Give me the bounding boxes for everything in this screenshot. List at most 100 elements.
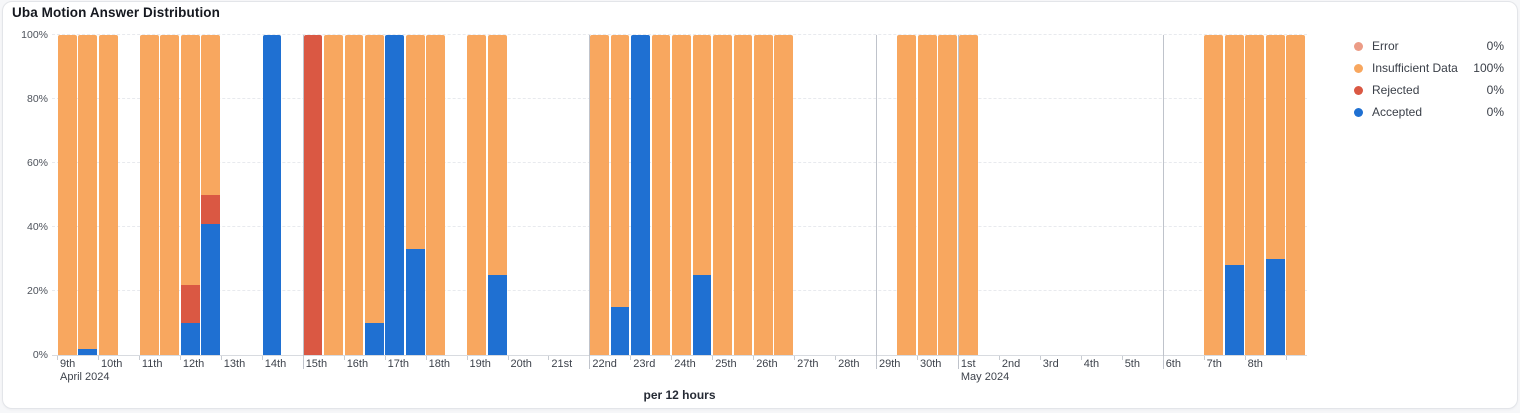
x-axis-tick — [425, 356, 427, 360]
bar-may-7-am[interactable] — [1204, 35, 1224, 355]
x-axis-tick — [1285, 356, 1287, 360]
bar-segment-insufficient — [160, 35, 180, 355]
bar-apr-17-pm[interactable] — [405, 35, 425, 355]
bar-apr-14-am[interactable] — [262, 35, 282, 355]
bar-apr-10-am[interactable] — [98, 35, 118, 355]
bar-apr-15-pm[interactable] — [324, 35, 343, 355]
bar-apr-12-am[interactable] — [180, 35, 200, 355]
x-axis-tick — [835, 356, 837, 360]
month-label: April 2024 — [60, 371, 110, 383]
bar-segment-insufficient — [180, 35, 200, 285]
x-axis-tick-label: 22nd — [592, 358, 617, 370]
bar-apr-30-pm[interactable] — [938, 35, 958, 355]
legend-color-dot-insufficient-data — [1354, 63, 1363, 73]
x-axis-tick-label: 13th — [223, 358, 246, 370]
bar-segment-accepted — [692, 275, 712, 355]
bar-apr-24-am[interactable] — [672, 35, 691, 355]
x-axis-tick-label: 14th — [264, 358, 287, 370]
bar-apr-11-am[interactable] — [139, 35, 159, 355]
bar-apr-9-am[interactable] — [57, 35, 77, 355]
x-axis-tick — [671, 356, 673, 360]
x-axis-tick — [179, 356, 181, 360]
legend-item-error[interactable]: Error 0% — [1354, 35, 1504, 57]
bar-apr-11-pm[interactable] — [160, 35, 180, 355]
x-axis-tick — [794, 356, 796, 360]
bar-segment-insufficient — [713, 35, 732, 355]
bar-apr-23-pm[interactable] — [651, 35, 671, 355]
y-axis-tick-label: 80% — [26, 93, 48, 105]
bar-apr-22-pm[interactable] — [610, 35, 630, 355]
x-axis-tick — [957, 356, 959, 360]
bar-segment-accepted — [364, 323, 384, 355]
bar-apr-22-am[interactable] — [590, 35, 609, 355]
bar-apr-24-pm[interactable] — [692, 35, 712, 355]
bar-segment-insufficient — [98, 35, 118, 355]
bar-segment-insufficient — [1204, 35, 1224, 355]
x-axis-tick — [507, 356, 509, 360]
x-axis-tick-label: 19th — [469, 358, 491, 370]
bar-apr-29-pm[interactable] — [897, 35, 917, 355]
x-axis-tick — [630, 356, 632, 360]
x-axis-tick-label: 7th — [1206, 358, 1222, 370]
legend-label: Insufficient Data — [1372, 61, 1458, 75]
bar-segment-accepted — [487, 275, 507, 355]
x-axis-tick-label: 25th — [715, 358, 737, 370]
bar-apr-16-am[interactable] — [344, 35, 364, 355]
bar-segment-insufficient — [917, 35, 937, 355]
bar-apr-15-am[interactable] — [303, 35, 323, 355]
legend: Error 0% Insufficient Data 100% Rejected… — [1354, 35, 1504, 123]
bar-apr-18-am[interactable] — [426, 35, 446, 355]
bar-apr-19-pm[interactable] — [487, 35, 507, 355]
x-axis-tick-label: 4th — [1083, 358, 1100, 370]
legend-item-insufficient-data[interactable]: Insufficient Data 100% — [1354, 57, 1504, 79]
x-axis-tick-label: 3rd — [1042, 358, 1059, 370]
bar-segment-insufficient — [1265, 35, 1285, 259]
bar-apr-19-am[interactable] — [467, 35, 487, 355]
x-axis-tick — [917, 356, 918, 360]
x-axis-tick-label: 16th — [346, 358, 369, 370]
x-axis-tick-label: 5th — [1124, 358, 1140, 370]
bar-apr-9-pm[interactable] — [78, 35, 98, 355]
bar-segment-insufficient — [139, 35, 159, 355]
gridline — [52, 34, 1307, 35]
time-separator-line — [876, 35, 877, 369]
month-label: May 2024 — [960, 371, 1010, 383]
y-axis-tick-label: 20% — [26, 285, 48, 297]
legend-item-rejected[interactable]: Rejected 0% — [1354, 79, 1504, 101]
y-axis-tick-label: 60% — [26, 157, 48, 169]
legend-label: Accepted — [1372, 105, 1423, 119]
bar-apr-26-am[interactable] — [754, 35, 773, 355]
bar-apr-16-pm[interactable] — [364, 35, 384, 355]
bar-segment-accepted — [631, 35, 650, 355]
x-axis-tick — [466, 356, 468, 360]
legend-item-accepted[interactable]: Accepted 0% — [1354, 101, 1504, 123]
bar-apr-26-pm[interactable] — [774, 35, 794, 355]
y-axis-tick-label: 100% — [21, 29, 48, 41]
bar-may-7-pm[interactable] — [1224, 35, 1244, 355]
bar-apr-17-am[interactable] — [385, 35, 405, 355]
bar-segment-insufficient — [344, 35, 364, 355]
bar-apr-25-am[interactable] — [713, 35, 732, 355]
bar-may-9-am[interactable] — [1286, 35, 1306, 355]
bar-may-1-am[interactable] — [958, 35, 978, 355]
bar-may-8-am[interactable] — [1245, 35, 1265, 355]
bar-may-8-pm[interactable] — [1265, 35, 1285, 355]
bar-segment-insufficient — [590, 35, 609, 355]
x-axis-baseline — [52, 355, 1307, 356]
x-axis-tick-label: 11th — [141, 358, 163, 370]
bar-apr-12-pm[interactable] — [201, 35, 220, 355]
y-axis-tick-label: 0% — [32, 349, 48, 361]
bar-segment-insufficient — [1245, 35, 1265, 355]
bar-apr-30-am[interactable] — [917, 35, 937, 355]
x-axis-tick-label: 2nd — [1001, 358, 1021, 370]
x-axis-tick-label: 20th — [510, 358, 532, 370]
x-axis-tick-label: 10th — [101, 358, 123, 370]
bar-segment-insufficient — [672, 35, 691, 355]
x-axis-tick — [1080, 356, 1082, 360]
bar-segment-accepted — [1224, 265, 1244, 355]
bar-apr-23-am[interactable] — [631, 35, 650, 355]
bar-apr-25-pm[interactable] — [733, 35, 753, 355]
bar-segment-insufficient — [958, 35, 978, 355]
x-axis-tick-label: 30th — [920, 358, 942, 370]
x-axis-tick-label: 27th — [797, 358, 819, 370]
